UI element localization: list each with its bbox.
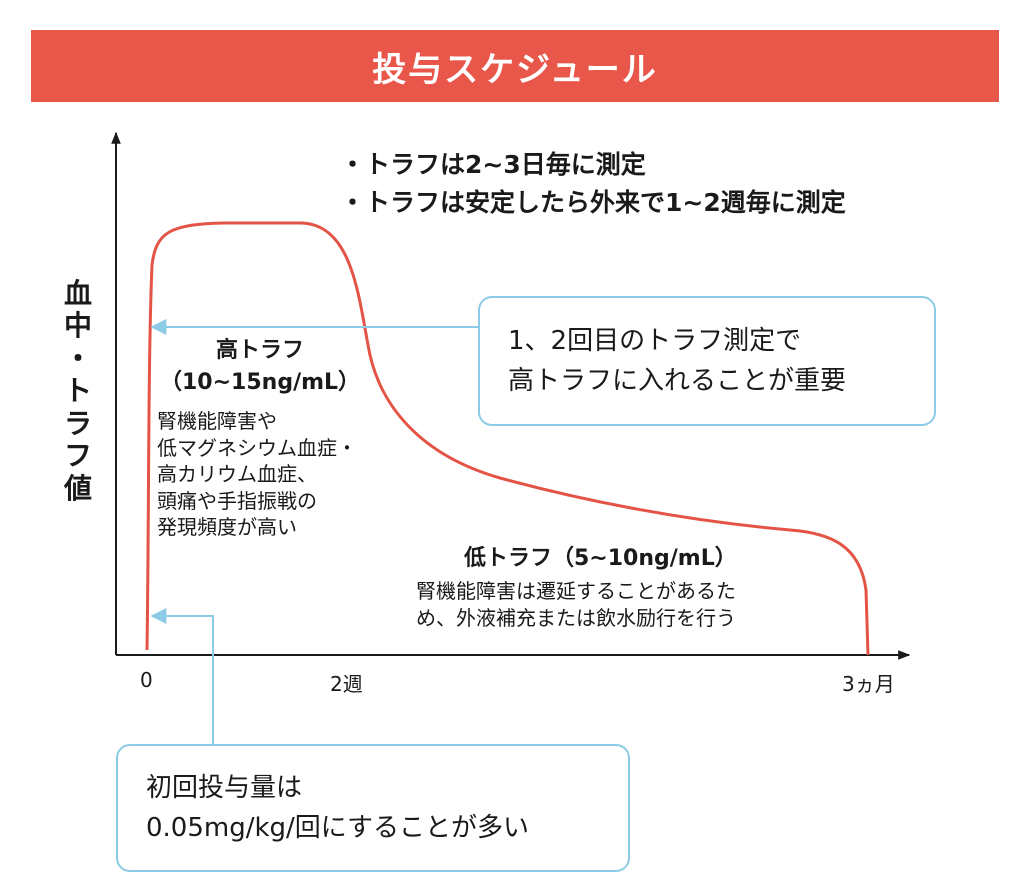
high-trough-description: 腎機能障害や 低マグネシウム血症・ 高カリウム血症、 頭痛や手指振戦の 発現頻度…	[157, 408, 357, 541]
high-trough-title: 高トラフ （10~15ng/mL）	[160, 335, 360, 399]
callout-text-line: 高トラフに入れることが重要	[508, 366, 847, 396]
callout-high-trough: 1、2回目のトラフ測定で 高トラフに入れることが重要	[478, 296, 936, 426]
page-title: 投与スケジュール	[372, 49, 658, 90]
callout-text-line: 0.05mg/kg/回にすることが多い	[146, 813, 530, 843]
x-tick-2-weeks: 2週	[330, 672, 363, 696]
y-axis-label-char: フ	[63, 439, 92, 473]
y-axis-label: 血 中 ・ ト ラ フ 値	[58, 277, 98, 505]
y-axis-label-char: ・	[63, 341, 92, 375]
low-trough-desc-line: 腎機能障害は遷延することがあるた	[416, 579, 736, 603]
callout-initial-dose: 初回投与量は 0.05mg/kg/回にすることが多い	[116, 744, 630, 872]
concentration-curve	[145, 221, 870, 656]
y-axis-label-char: 中	[63, 309, 92, 343]
callout-text-line: 1、2回目のトラフ測定で	[508, 325, 802, 356]
low-trough-desc-line: め、外液補充または飲水励行を行う	[416, 606, 736, 631]
callout-text-line: 初回投与量は	[146, 772, 303, 803]
low-trough-description: 腎機能障害は遷延することがあるた め、外液補充または飲水励行を行う	[416, 578, 736, 632]
x-tick-3-months: 3ヵ月	[842, 672, 895, 696]
note-line: ・トラフは2~3日毎に測定	[340, 150, 646, 179]
measurement-notes: ・トラフは2~3日毎に測定 ・トラフは安定したら外来で1~2週毎に測定	[340, 146, 846, 221]
high-trough-title-line: 高トラフ	[215, 338, 304, 363]
low-trough-title: 低トラフ（5~10ng/mL）	[464, 546, 737, 571]
high-trough-desc-line: 発現頻度が高い	[157, 515, 297, 540]
high-trough-desc-line: 高カリウム血症、	[157, 462, 317, 487]
y-axis-label-char: 血	[63, 277, 92, 310]
initial-dose-arrow	[150, 608, 214, 746]
high-trough-range: （10~15ng/mL）	[160, 369, 361, 395]
y-axis-label-char: 値	[63, 471, 92, 505]
y-axis-label-char: ト	[63, 374, 92, 408]
high-trough-desc-line: 頭痛や手指振戦の	[157, 488, 317, 513]
title-banner: 投与スケジュール	[31, 30, 999, 102]
high-trough-desc-line: 低マグネシウム血症・	[157, 435, 357, 460]
note-line: ・トラフは安定したら外来で1~2週毎に測定	[340, 187, 846, 217]
high-trough-desc-line: 腎機能障害や	[157, 409, 277, 433]
y-axis-label-char: ラ	[63, 406, 92, 440]
x-tick-0: 0	[140, 668, 153, 692]
